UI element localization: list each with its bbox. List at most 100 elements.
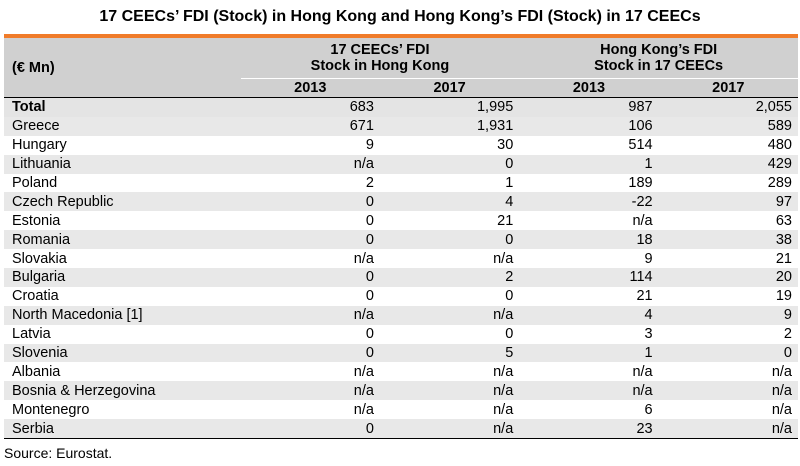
table-row: Montenegro n/a n/a 6 n/a [4, 400, 798, 420]
value-cell: 2,055 [658, 96, 798, 117]
year-header: 2013 [519, 78, 659, 98]
value-cell: n/a [379, 381, 520, 401]
value-cell: n/a [240, 305, 380, 325]
table-row: Poland 2 1 189 289 [4, 173, 798, 193]
value-cell: n/a [519, 211, 659, 231]
value-cell: 189 [519, 173, 659, 193]
value-cell: n/a [240, 249, 380, 269]
value-cell: 0 [379, 230, 520, 250]
value-cell: 21 [379, 211, 520, 231]
value-cell: 0 [240, 230, 380, 250]
value-cell: 987 [519, 96, 659, 117]
country-cell: Romania [4, 230, 241, 250]
value-cell: 480 [658, 135, 798, 155]
value-cell: 3 [519, 324, 659, 344]
table-row: Bosnia & Herzegovina n/a n/a n/a n/a [4, 381, 798, 401]
value-cell: 0 [240, 192, 380, 212]
value-cell: 9 [240, 135, 380, 155]
country-cell: Montenegro [4, 400, 241, 420]
country-cell: Total [4, 96, 241, 117]
table-row: Greece 671 1,931 106 589 [4, 116, 798, 136]
table-row: Romania 0 0 18 38 [4, 230, 798, 250]
country-cell: North Macedonia [1] [4, 305, 241, 325]
value-cell: n/a [240, 362, 380, 382]
value-cell: n/a [379, 419, 520, 440]
table-row: Serbia 0 n/a 23 n/a [4, 419, 798, 440]
country-cell: Latvia [4, 324, 241, 344]
country-cell: Hungary [4, 135, 241, 155]
value-cell: 2 [658, 324, 798, 344]
value-cell: n/a [379, 362, 520, 382]
value-cell: n/a [658, 400, 798, 420]
value-cell: 2 [379, 268, 520, 287]
value-cell: 0 [658, 343, 798, 363]
fdi-table: (€ Mn) 17 CEECs’ FDI Stock in Hong Kong … [4, 38, 798, 440]
value-cell: 1 [519, 343, 659, 363]
value-cell: 1 [519, 154, 659, 174]
value-cell: 19 [658, 286, 798, 306]
value-cell: 6 [519, 400, 659, 420]
value-cell: 514 [519, 135, 659, 155]
value-cell: 1,931 [379, 116, 520, 136]
value-cell: n/a [519, 381, 659, 401]
title-accent-bar [4, 34, 798, 38]
country-cell: Slovakia [4, 249, 241, 269]
table-row: Latvia 0 0 3 2 [4, 324, 798, 344]
header-row-years: 2013 2017 2013 2017 [4, 78, 798, 98]
value-cell: 38 [658, 230, 798, 250]
table-row: Slovakia n/a n/a 9 21 [4, 249, 798, 269]
table-row: Slovenia 0 5 1 0 [4, 343, 798, 363]
table-title: 17 CEECs’ FDI (Stock) in Hong Kong and H… [99, 8, 701, 25]
country-cell: Croatia [4, 286, 241, 306]
value-cell: 5 [379, 343, 520, 363]
value-cell: 63 [658, 211, 798, 231]
source-note: Source: Eurostat. [4, 445, 113, 461]
country-cell: Albania [4, 362, 241, 382]
country-cell: Greece [4, 116, 241, 136]
value-cell: 1,995 [379, 96, 520, 117]
country-cell: Bosnia & Herzegovina [4, 381, 241, 401]
group-header-hk-in-ceecs: Hong Kong’s FDI Stock in 17 CEECs [519, 38, 798, 79]
value-cell: 23 [519, 419, 659, 440]
table-row: Hungary 9 30 514 480 [4, 135, 798, 155]
value-cell: 0 [240, 419, 380, 440]
table-row: Bulgaria 0 2 114 20 [4, 268, 798, 287]
country-cell: Serbia [4, 419, 241, 440]
total-row: Total 683 1,995 987 2,055 [4, 96, 798, 117]
value-cell: 2 [240, 173, 380, 193]
table-row: Estonia 0 21 n/a 63 [4, 211, 798, 231]
value-cell: n/a [658, 362, 798, 382]
country-cell: Slovenia [4, 343, 241, 363]
year-header: 2017 [658, 78, 798, 98]
country-cell: Czech Republic [4, 192, 241, 212]
value-cell: 0 [240, 324, 380, 344]
value-cell: 9 [658, 305, 798, 325]
value-cell: 4 [519, 305, 659, 325]
value-cell: 589 [658, 116, 798, 136]
value-cell: 0 [240, 343, 380, 363]
value-cell: 97 [658, 192, 798, 212]
value-cell: 0 [240, 286, 380, 306]
value-cell: n/a [519, 362, 659, 382]
table-row: Albania n/a n/a n/a n/a [4, 362, 798, 382]
country-cell: Estonia [4, 211, 241, 231]
value-cell: n/a [240, 154, 380, 174]
year-header: 2017 [379, 78, 520, 98]
value-cell: 289 [658, 173, 798, 193]
value-cell: 30 [379, 135, 520, 155]
unit-header: (€ Mn) [4, 38, 241, 98]
value-cell: 0 [240, 211, 380, 231]
value-cell: 4 [379, 192, 520, 212]
value-cell: 671 [240, 116, 380, 136]
value-cell: -22 [519, 192, 659, 212]
value-cell: 114 [519, 268, 659, 287]
value-cell: 0 [379, 286, 520, 306]
value-cell: n/a [240, 381, 380, 401]
table-row: Croatia 0 0 21 19 [4, 286, 798, 306]
table-row: North Macedonia [1] n/a n/a 4 9 [4, 305, 798, 325]
table-row: Czech Republic 0 4 -22 97 [4, 192, 798, 212]
value-cell: 1 [379, 173, 520, 193]
country-cell: Poland [4, 173, 241, 193]
value-cell: 18 [519, 230, 659, 250]
value-cell: n/a [379, 249, 520, 269]
